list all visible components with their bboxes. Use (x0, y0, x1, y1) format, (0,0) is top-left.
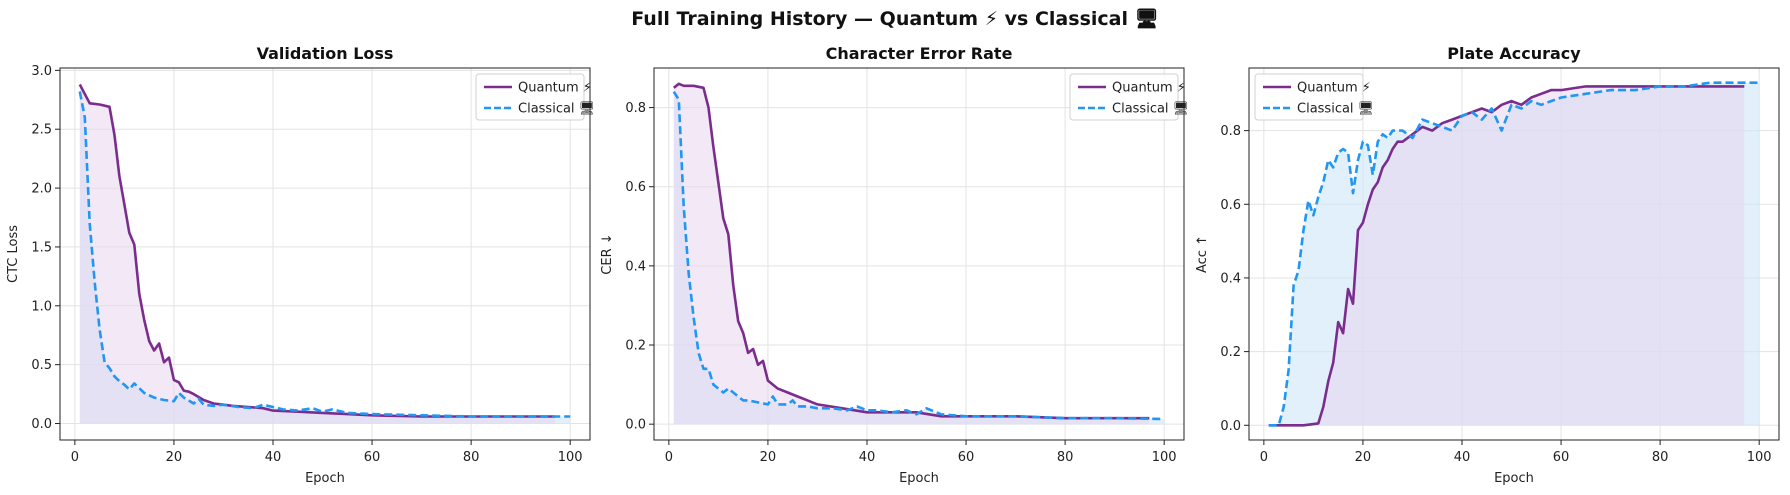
x-tick-label: 0 (1260, 450, 1268, 465)
legend: Quantum ⚡ Classical 🖥 (1254, 73, 1374, 121)
plot-frame (1248, 67, 1780, 441)
legend-label-classical: Classical 🖥 (518, 101, 595, 117)
y-tick-label: 0.4 (625, 259, 646, 274)
x-tick-label: 100 (1152, 450, 1177, 465)
y-tick-label: 0.0 (31, 417, 52, 432)
panel-title: Validation Loss (257, 44, 394, 63)
x-tick-label: 80 (463, 450, 480, 465)
y-tick-label: 1.0 (31, 299, 52, 314)
y-tick-label: 0.0 (625, 418, 646, 433)
chart-panel-2: 0 20 40 60 80 100 0.0 0.2 0.4 0.6 0.8 Character Err… (600, 44, 1189, 486)
y-tick-label: 0.6 (625, 180, 646, 195)
series-line-classical (672, 91, 1165, 421)
legend-label-classical: Classical 🖥 (1297, 101, 1374, 117)
series-line-classical (1268, 81, 1760, 427)
y-tick-label: 0.6 (1220, 198, 1241, 213)
legend-box (1069, 73, 1179, 121)
y-tick-label: 0.8 (625, 101, 646, 116)
x-axis-label: Epoch (899, 471, 939, 486)
x-tick-label: 20 (760, 450, 777, 465)
series-line-quantum (78, 83, 556, 418)
area-fill-quantum (79, 84, 556, 424)
chart-panel-1: 0 20 40 60 80 100 0.0 0.5 1.0 1.5 2.0 2.5 3.0 Validat… (6, 44, 595, 486)
y-tick-label: 0.2 (625, 339, 646, 354)
legend-box (1254, 73, 1364, 121)
y-tick-label: 1.5 (31, 240, 52, 255)
x-tick-label: 0 (665, 450, 673, 465)
x-tick-label: 20 (1355, 450, 1372, 465)
y-tick-label: 3.0 (31, 64, 52, 79)
x-tick-label: 60 (1553, 450, 1570, 465)
area-fill-quantum (1268, 86, 1745, 426)
legend-label-classical: Classical 🖥 (1112, 101, 1189, 117)
series-line-quantum (1268, 85, 1745, 427)
legend: Quantum ⚡ Classical 🖥 (475, 73, 595, 121)
y-tick-label: 0.4 (1220, 271, 1241, 286)
x-axis-label: Epoch (1494, 471, 1534, 486)
x-tick-label: 100 (558, 450, 583, 465)
x-tick-label: 100 (1747, 450, 1772, 465)
y-tick-label: 2.0 (31, 182, 52, 197)
y-tick-label: 0.2 (1220, 345, 1241, 360)
plot-frame (653, 67, 1185, 441)
x-tick-label: 60 (364, 450, 381, 465)
x-tick-label: 60 (958, 450, 975, 465)
legend-label-quantum: Quantum ⚡ (518, 81, 592, 96)
x-tick-label: 40 (1454, 450, 1471, 465)
y-axis-label: CER ↓ (600, 233, 615, 274)
x-tick-label: 40 (859, 450, 876, 465)
x-tick-label: 40 (265, 450, 282, 465)
x-tick-label: 80 (1652, 450, 1669, 465)
x-axis-label: Epoch (305, 471, 345, 486)
y-axis-label: CTC Loss (6, 225, 21, 283)
legend: Quantum ⚡ Classical 🖥 (1069, 73, 1189, 121)
chart-panel-3: 0 20 40 60 80 100 0.0 0.2 0.4 0.6 0.8 Plate Accurac… (1195, 44, 1780, 486)
x-tick-label: 0 (71, 450, 79, 465)
x-tick-label: 80 (1057, 450, 1074, 465)
y-tick-label: 2.5 (31, 123, 52, 138)
chart-panels: 0 20 40 60 80 100 0.0 0.5 1.0 1.5 2.0 2.5 3.0 Validat… (6, 44, 1780, 486)
y-tick-label: 0.0 (1220, 419, 1241, 434)
figure-title: Full Training History — Quantum ⚡ vs Cla… (631, 8, 1158, 30)
legend-box (475, 73, 585, 121)
series-line-classical (78, 91, 571, 418)
panel-title: Plate Accuracy (1447, 44, 1581, 63)
y-tick-label: 0.8 (1220, 124, 1241, 139)
series-line-quantum (672, 82, 1150, 420)
x-tick-label: 20 (166, 450, 183, 465)
plot-frame (59, 67, 591, 441)
y-tick-label: 0.5 (31, 358, 52, 373)
area-fill-quantum (673, 83, 1150, 425)
y-axis-label: Acc ↑ (1195, 235, 1210, 273)
legend-label-quantum: Quantum ⚡ (1297, 81, 1371, 96)
legend-label-quantum: Quantum ⚡ (1112, 81, 1186, 96)
panel-title: Character Error Rate (826, 44, 1013, 63)
